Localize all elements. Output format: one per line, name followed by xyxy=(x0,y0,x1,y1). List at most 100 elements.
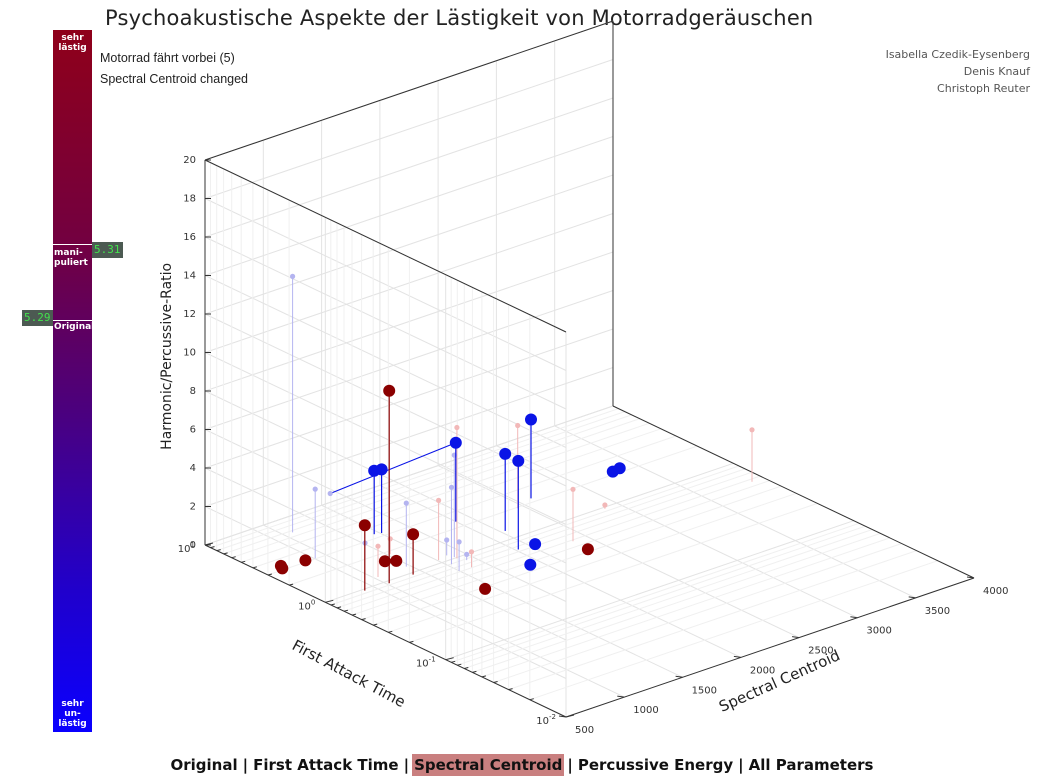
grid-line xyxy=(216,411,625,552)
y-minor-tick xyxy=(464,667,469,669)
grid-line xyxy=(496,445,858,619)
grid-line xyxy=(554,425,916,599)
nav-spectral-centroid[interactable]: Spectral Centroid xyxy=(412,754,565,776)
x-tick-label: 1500 xyxy=(692,685,717,696)
original-marker xyxy=(53,319,92,321)
grid-line xyxy=(204,467,567,641)
x-tick xyxy=(675,675,683,678)
y-minor-tick xyxy=(529,698,534,701)
grid-line xyxy=(263,524,625,698)
y-minor-tick xyxy=(409,640,414,643)
y-minor-tick xyxy=(481,675,487,678)
grid-line xyxy=(241,422,650,563)
scale-bottom-label: sehr un-lästig xyxy=(58,699,87,729)
y-minor-tick xyxy=(361,618,366,621)
grid-line xyxy=(231,418,640,559)
author-1: Isabella Czedik-Eysenberg xyxy=(885,48,1030,61)
y-tick-exponent: -2 xyxy=(549,713,556,721)
z-tick-label: 12 xyxy=(183,309,196,320)
data-point xyxy=(448,484,455,490)
grid-line xyxy=(493,543,902,683)
data-point xyxy=(378,555,391,568)
data-point xyxy=(444,537,450,543)
grid-line xyxy=(321,504,683,678)
scale-top-label: sehr lästig xyxy=(58,33,87,53)
data-point xyxy=(383,384,396,397)
y-minor-tick xyxy=(457,663,462,666)
data-point xyxy=(449,436,462,449)
manipulated-marker xyxy=(53,243,92,245)
data-point xyxy=(581,543,594,556)
y-tick-label: 10-2 xyxy=(536,713,556,727)
y-minor-tick xyxy=(493,681,498,683)
z-tick-label: 20 xyxy=(183,155,196,166)
grid-line xyxy=(204,198,567,371)
data-point xyxy=(499,447,512,460)
box-edge xyxy=(204,20,614,161)
nav-separator: | xyxy=(738,756,744,774)
grid-line xyxy=(204,390,567,564)
grid-line xyxy=(379,484,742,658)
data-point xyxy=(512,454,525,467)
y-tick-label: 101 xyxy=(178,541,195,555)
data-point xyxy=(436,497,442,503)
grid-line xyxy=(373,485,782,626)
data-point xyxy=(524,558,537,571)
y-minor-tick xyxy=(288,583,294,586)
grid-line xyxy=(288,445,698,586)
original-label: Original xyxy=(54,321,95,332)
view-selector: Original | First Attack Time | Spectral Cent… xyxy=(0,754,1044,776)
z-tick-label: 4 xyxy=(190,463,196,474)
x-tick xyxy=(908,596,916,599)
data-point xyxy=(375,543,381,549)
grid-line xyxy=(204,352,567,525)
grid-line xyxy=(204,405,614,546)
z-tick-label: 2 xyxy=(190,502,196,513)
y-minor-tick xyxy=(343,609,349,612)
grid-line xyxy=(508,550,917,691)
author-3: Christoph Reuter xyxy=(937,82,1030,95)
grid-line xyxy=(267,435,677,576)
box-edge xyxy=(204,159,567,333)
grid-line xyxy=(409,502,818,643)
z-tick-label: 18 xyxy=(183,194,196,205)
z-tick-label: 0 xyxy=(190,540,196,551)
y-minor-tick xyxy=(351,613,357,616)
y-minor-tick xyxy=(223,552,228,555)
data-point xyxy=(602,502,608,508)
data-point xyxy=(290,273,296,279)
data-point xyxy=(299,554,312,567)
y-tick-exponent: 1 xyxy=(191,541,195,549)
nav-all-parameters[interactable]: All Parameters xyxy=(748,756,874,774)
nav-first-attack-time[interactable]: First Attack Time xyxy=(253,756,399,774)
x-tick xyxy=(558,715,567,718)
x-tick-label: 2500 xyxy=(808,646,833,657)
scatter-3d-chart[interactable]: 0246810121416182050010001500200025003000… xyxy=(0,0,1044,750)
data-point xyxy=(387,536,393,542)
x-tick-label: 4000 xyxy=(983,586,1008,597)
grid-line xyxy=(223,414,632,555)
data-point xyxy=(479,582,492,595)
nav-separator: | xyxy=(403,756,410,774)
y-minor-tick xyxy=(472,670,477,673)
page-title: Psychoakustische Aspekte der Lästigkeit … xyxy=(105,6,814,30)
grid-line xyxy=(204,236,567,410)
nav-percussive-energy[interactable]: Percussive Energy xyxy=(577,756,734,774)
data-point xyxy=(407,528,420,541)
data-point xyxy=(515,422,521,429)
grid-line xyxy=(472,532,881,673)
nav-separator: | xyxy=(242,756,249,774)
y-minor-tick xyxy=(241,560,246,563)
data-point xyxy=(403,500,409,506)
x-tick xyxy=(733,655,741,658)
y-axis-title: First Attack Time xyxy=(289,636,408,711)
y-minor-tick xyxy=(216,549,221,552)
grid-line xyxy=(204,506,567,679)
data-point xyxy=(312,486,318,492)
data-point xyxy=(525,413,537,426)
nav-original[interactable]: Original xyxy=(170,756,238,774)
y-minor-tick xyxy=(210,546,215,549)
y-tick xyxy=(565,714,575,718)
y-tick-label: 10-1 xyxy=(416,656,436,670)
y-tick xyxy=(204,542,214,546)
